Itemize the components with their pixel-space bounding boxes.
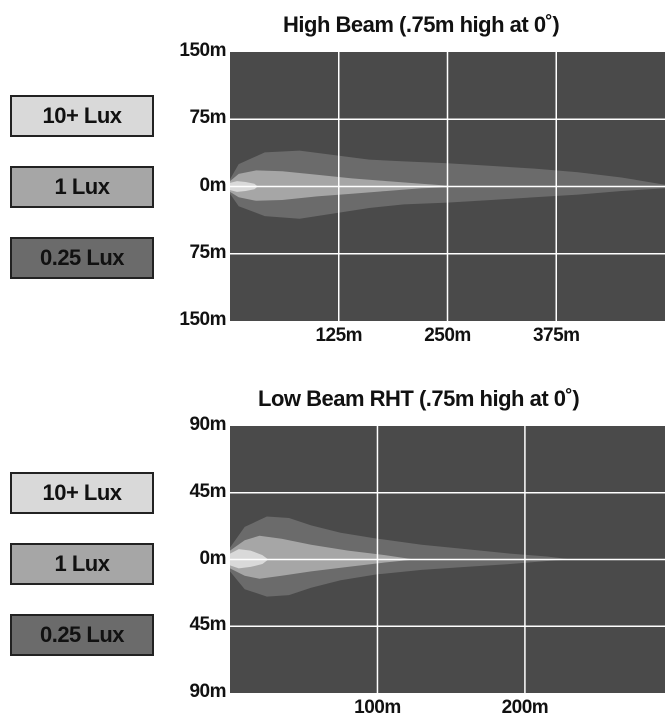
x-tick-label: 250m — [424, 325, 471, 346]
y-tick-label: 90m — [189, 414, 226, 435]
y-tick-label: 150m — [179, 309, 226, 330]
y-tick-label: 150m — [179, 40, 226, 61]
x-tick-label: 125m — [315, 325, 363, 346]
y-tick-label: 45m — [189, 480, 226, 502]
y-tick-label: 90m — [189, 681, 226, 702]
chart-title: High Beam (.75m high at 0˚) — [283, 12, 560, 37]
legend-025-lux: 0.25 Lux — [10, 237, 154, 279]
legend-10-lux: 10+ Lux — [10, 472, 154, 514]
x-tick-label: 200m — [501, 697, 549, 718]
y-tick-label: 45m — [189, 614, 226, 636]
series-area-1-lux — [230, 535, 415, 579]
x-tick-label: 375m — [532, 325, 580, 346]
legend-1-lux: 1 Lux — [10, 543, 154, 585]
y-tick-label: 75m — [189, 241, 226, 263]
chart-title: Low Beam RHT (.75m high at 0˚) — [258, 386, 580, 411]
legend-10-lux: 10+ Lux — [10, 95, 154, 137]
legend-1-lux: 1 Lux — [10, 166, 154, 208]
y-tick-label: 0m — [199, 547, 227, 569]
y-tick-label: 75m — [189, 107, 226, 129]
low-beam-plot — [230, 426, 665, 693]
series-area-0-25-lux — [230, 516, 573, 597]
high-beam-plot — [230, 52, 665, 321]
legend-025-lux: 0.25 Lux — [10, 614, 154, 656]
x-tick-label: 100m — [354, 697, 401, 718]
y-tick-label: 0m — [199, 174, 227, 196]
